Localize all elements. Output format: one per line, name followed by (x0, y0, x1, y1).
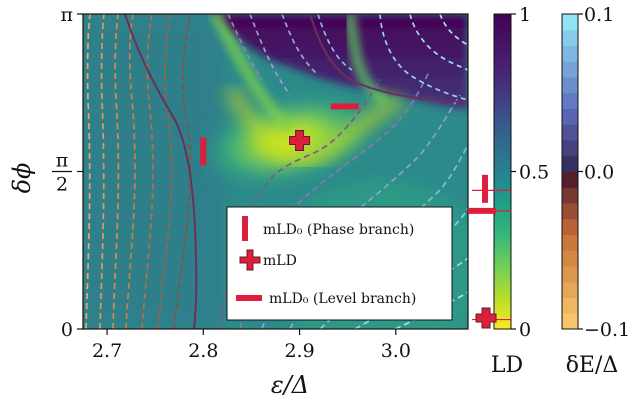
plus-marker-icon (239, 249, 261, 271)
de-colorbar-level (562, 29, 578, 46)
ld-tick-label: 1 (519, 4, 531, 26)
ld-colorbar: 00.51 LD (468, 4, 549, 378)
de-colorbar-level (562, 281, 578, 298)
legend-entry-phase-branch: mLD₀ (Phase branch) (242, 216, 414, 241)
de-colorbar-level (562, 171, 578, 188)
ld-colorbar-ticks: 00.51 (511, 4, 549, 341)
ld-colorbar-indicators (468, 174, 497, 329)
de-colorbar-ticks: −0.1 0.0 0.1 (578, 4, 630, 341)
legend-label: mLD₀ (Level branch) (269, 291, 416, 307)
legend: mLD₀ (Phase branch) mLD mLD₀ (Level bran… (226, 206, 453, 321)
legend-label: mLD (263, 253, 297, 269)
fraction-denominator: 2 (56, 173, 68, 195)
y-tick-label: π (61, 4, 74, 26)
de-colorbar-level (562, 45, 578, 62)
de-colorbar-level (562, 108, 578, 125)
de-colorbar-label: δE/Δ (566, 353, 619, 378)
legend-label: mLD₀ (Phase branch) (263, 222, 414, 238)
ld-tick-label: 0 (519, 319, 531, 341)
heatmap (83, 14, 468, 329)
markers (200, 103, 359, 166)
level-branch-marker (330, 103, 359, 110)
ld-tick-label: 0.5 (519, 162, 549, 184)
ld-colorbar-label: LD (491, 353, 523, 378)
y-axis-label: δϕ (8, 163, 36, 194)
de-colorbar-level (562, 250, 578, 267)
x-tick-label: 2.8 (188, 340, 218, 362)
x-tick-label: 2.9 (284, 340, 314, 362)
de-colorbar-level (562, 61, 578, 78)
de-colorbar-level (562, 266, 578, 283)
horizontal-bar-marker-icon (236, 295, 262, 301)
de-colorbar-level (562, 234, 578, 251)
legend-entry-mld: mLD (239, 249, 297, 271)
mld-marker (289, 129, 311, 151)
de-colorbar-level (562, 77, 578, 94)
y-tick-label: 0 (61, 319, 73, 341)
de-colorbar-level (562, 140, 578, 157)
y-tick-label: π2 (52, 149, 72, 195)
ld-indicator-plus (475, 307, 497, 329)
legend-entry-level-branch: mLD₀ (Level branch) (236, 291, 416, 307)
ld-indicator-horizontal-bar (468, 207, 496, 214)
x-tick-label: 2.7 (92, 340, 122, 362)
fraction-numerator: π (56, 149, 69, 171)
x-axis: 2.7 2.8 2.9 3.0 (92, 329, 411, 362)
de-tick-label: 0.1 (584, 4, 614, 26)
de-colorbar-level (562, 187, 578, 204)
legend-box (226, 206, 453, 321)
x-tick-label: 3.0 (381, 340, 411, 362)
de-colorbar-level (562, 124, 578, 141)
de-colorbar-level (562, 14, 578, 31)
de-tick-label: −0.1 (584, 319, 630, 341)
de-colorbar-level (562, 92, 578, 109)
ld-colorbar-gradient (494, 14, 511, 329)
ld-indicator-vertical-bar (482, 174, 488, 203)
de-colorbar-level (562, 203, 578, 220)
de-colorbar: −0.1 0.0 0.1 δE/Δ (561, 4, 630, 378)
de-tick-label: 0.0 (584, 162, 614, 184)
phase-branch-marker (200, 137, 207, 166)
de-colorbar-level (562, 297, 578, 314)
de-colorbar-level (562, 313, 578, 330)
de-colorbar-level (562, 218, 578, 235)
de-colorbar-levels (562, 14, 578, 330)
de-colorbar-level (562, 155, 578, 172)
vertical-bar-marker-icon (242, 216, 248, 241)
x-axis-label: ε/Δ (271, 371, 309, 399)
